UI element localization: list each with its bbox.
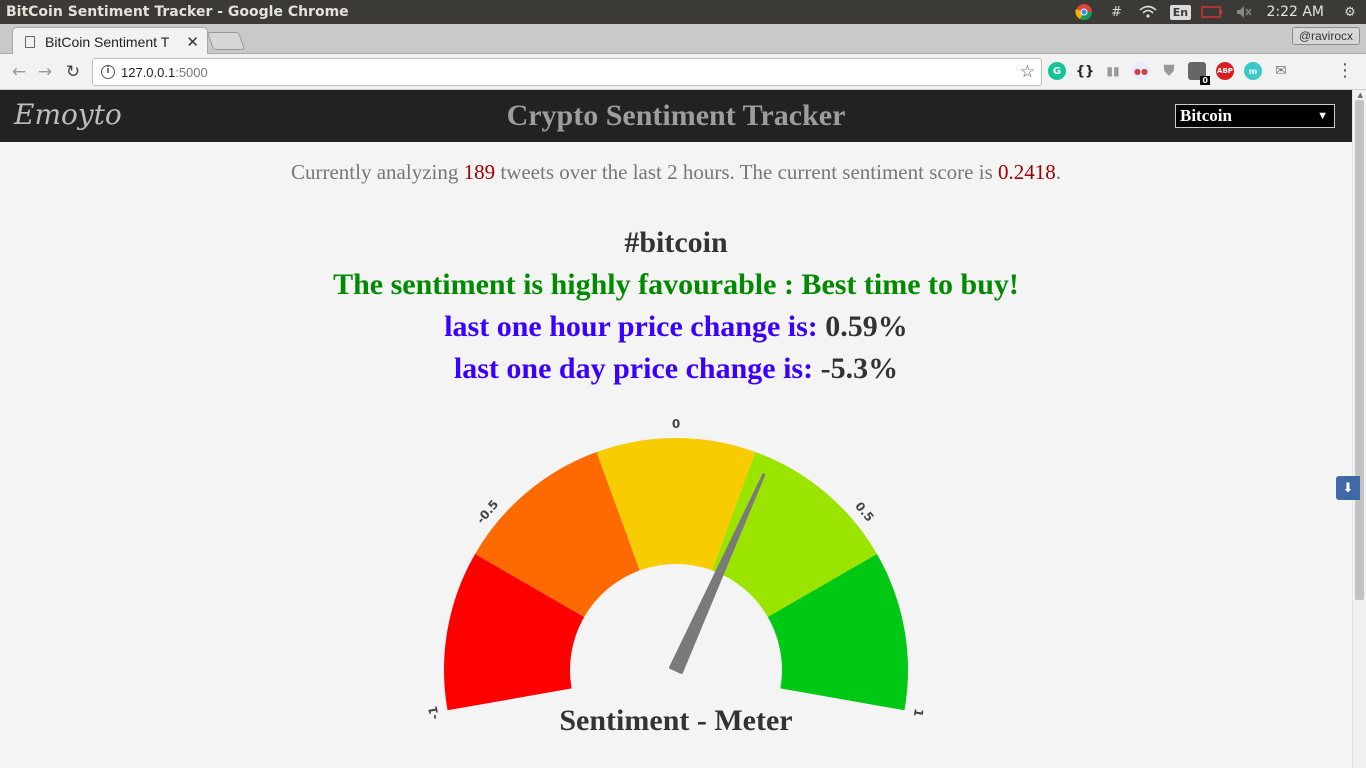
coin-select-value: Bitcoin <box>1180 106 1232 125</box>
keyboard-language-icon[interactable]: En <box>1164 0 1196 24</box>
tab-active[interactable]: BitCoin Sentiment T ✕ <box>12 27 208 55</box>
scroll-up-icon[interactable]: ▲ <box>1357 91 1363 99</box>
sentiment-verdict: The sentiment is highly favourable : Bes… <box>333 268 1019 301</box>
url-port: :5000 <box>175 64 208 80</box>
tab-strip: BitCoin Sentiment T ✕ @ravirocx <box>0 24 1366 55</box>
close-icon[interactable]: ✕ <box>186 32 199 51</box>
back-arrow-icon[interactable]: ← <box>11 62 27 82</box>
gauge-tick-label: -1 <box>426 705 442 721</box>
gauge-segment-5 <box>767 554 908 711</box>
window-title: BitCoin Sentiment Tracker - Google Chrom… <box>6 4 349 20</box>
page-title: Crypto Sentiment Tracker <box>506 99 846 132</box>
shield-icon[interactable]: ⛊ <box>1163 63 1175 79</box>
site-logo[interactable]: Emoyto <box>14 98 122 131</box>
address-bar[interactable]: i 127.0.0.1:5000 ☆ <box>92 58 1042 86</box>
hashtag-heading: #bitcoin <box>624 226 728 259</box>
profile-button[interactable]: @ravirocx <box>1291 27 1360 45</box>
mail-icon[interactable]: ✉ <box>1275 63 1287 79</box>
hour-price-label: last one hour price change is: <box>444 310 818 343</box>
day-price-label: last one day price change is: <box>453 352 814 385</box>
settings-gear-icon[interactable]: ⚙ <box>1344 4 1356 20</box>
extension-m-icon[interactable]: m <box>1244 62 1262 80</box>
forward-arrow-icon[interactable]: → <box>37 62 53 82</box>
ghostery-icon[interactable]: 0 <box>1188 62 1210 85</box>
hour-price-change: last one hour price change is: 0.59% <box>0 310 1352 344</box>
clock[interactable]: 2:22 AM <box>1266 4 1324 20</box>
analysis-summary: Currently analyzing 189 tweets over the … <box>0 160 1352 185</box>
chrome-icon[interactable] <box>1068 0 1100 24</box>
new-tab-button[interactable] <box>206 32 246 50</box>
summary-middle: tweets over the last 2 hours. The curren… <box>495 160 999 184</box>
page-scrollbar[interactable]: ▲ <box>1352 90 1366 768</box>
summary-suffix: . <box>1055 160 1062 184</box>
extensions-row: G {} ▮▮ ●● ⛊ 0 ABP m ✉ <box>1048 62 1290 85</box>
tab-title: BitCoin Sentiment T <box>45 33 170 50</box>
gauge-tick-label: 0.5 <box>852 499 876 524</box>
gauge-segment-2 <box>475 451 640 617</box>
summary-prefix: Currently analyzing <box>290 160 464 184</box>
sentiment-score: 0.2418 <box>998 160 1056 184</box>
hour-price-value: 0.59% <box>825 310 908 343</box>
sentiment-gauge: -1 -0.5 0 0.5 1 <box>426 417 926 721</box>
menu-dots-icon[interactable]: ⋮ <box>1336 60 1354 81</box>
grammarly-icon[interactable]: G <box>1048 62 1066 80</box>
gauge-tick-label: 0 <box>672 417 680 431</box>
chevron-down-icon: ▼ <box>1317 110 1328 122</box>
reload-icon[interactable]: ↻ <box>65 62 81 82</box>
gauge-needle <box>669 473 766 674</box>
gauge-segment-3 <box>596 437 756 571</box>
adblock-icon[interactable]: ABP <box>1216 62 1234 80</box>
day-price-change: last one day price change is: -5.3% <box>0 352 1352 386</box>
json-braces-icon[interactable]: {} <box>1075 63 1095 79</box>
slack-icon[interactable]: # <box>1111 4 1122 20</box>
scroll-thumb[interactable] <box>1355 100 1364 600</box>
battery-icon[interactable] <box>1196 0 1228 24</box>
tweet-count: 189 <box>463 160 496 184</box>
info-icon[interactable]: i <box>101 65 115 79</box>
bookmark-star-icon[interactable]: ☆ <box>1019 62 1035 82</box>
bar-chart-icon[interactable]: ▮▮ <box>1106 64 1120 78</box>
gauge-tick-label: 1 <box>911 707 926 718</box>
day-price-value: -5.3% <box>820 352 899 385</box>
os-top-bar: BitCoin Sentiment Tracker - Google Chrom… <box>0 0 1366 24</box>
page-content: Emoyto Crypto Sentiment Tracker Bitcoin … <box>0 90 1352 768</box>
gauge-tick-label: -0.5 <box>474 497 502 526</box>
wifi-icon[interactable] <box>1132 0 1164 24</box>
volume-muted-icon[interactable] <box>1228 0 1260 24</box>
document-icon <box>25 35 35 48</box>
download-arrow-icon[interactable]: ⬇ <box>1336 476 1360 500</box>
extension-badge: 0 <box>1200 76 1210 85</box>
gauge-segment-1 <box>444 554 585 711</box>
gauge-title: Sentiment - Meter <box>559 704 793 737</box>
coin-select[interactable]: Bitcoin ▼ <box>1175 104 1335 128</box>
browser-toolbar: ← → ↻ i 127.0.0.1:5000 ☆ G {} ▮▮ ●● ⛊ 0 … <box>0 54 1366 90</box>
site-navbar: Emoyto Crypto Sentiment Tracker Bitcoin … <box>0 90 1352 142</box>
color-dots-icon[interactable]: ●● <box>1132 62 1150 80</box>
url-host: 127.0.0.1 <box>121 64 176 80</box>
